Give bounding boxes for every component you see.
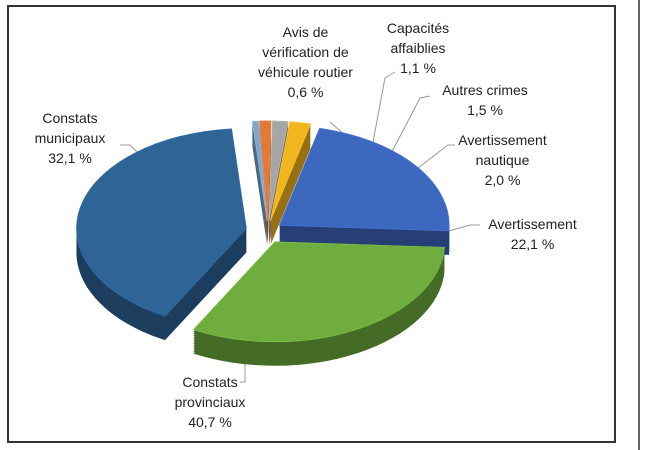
slice-value: 1,5 % <box>467 102 503 118</box>
slice-depth <box>252 124 268 225</box>
slice-depth <box>252 140 268 241</box>
slice-value: 2,0 % <box>484 172 521 188</box>
slice-depth <box>252 134 268 235</box>
slice-depth <box>252 144 268 245</box>
slice-depth <box>270 139 311 239</box>
slice-label: Constats provinciaux 40,7 % <box>160 372 260 432</box>
slice-depth <box>270 141 311 241</box>
slice-depth <box>252 138 268 239</box>
slice-depth <box>270 135 311 235</box>
slice <box>76 128 247 317</box>
slice-depth <box>252 128 268 229</box>
slice-depth <box>270 143 311 243</box>
slice-name: Avertissement nautique <box>458 132 547 168</box>
slice-depth <box>252 142 268 243</box>
slice-depth <box>252 132 268 233</box>
slice-side <box>252 122 268 245</box>
slice-label: Autres crimes 1,5 % <box>425 80 545 120</box>
slice-depth <box>270 133 311 233</box>
slice-label: Capacités affaiblies 1,1 % <box>378 18 458 78</box>
slice-depth <box>270 127 311 227</box>
slice-name: Capacités affaiblies <box>386 20 450 56</box>
slice-depth <box>270 131 311 231</box>
slice-depth <box>270 145 311 245</box>
slice-name: Constats provinciaux <box>174 374 246 410</box>
slice-label: Avertissement 22,1 % <box>470 214 595 254</box>
slice <box>268 120 289 221</box>
slice <box>278 127 450 232</box>
slice-value: 32,1 % <box>48 150 92 166</box>
slice-name: Autres crimes <box>442 82 528 98</box>
frame <box>7 5 616 443</box>
slice-depth <box>270 137 311 237</box>
slice-value: 40,7 % <box>188 414 232 430</box>
slice-depth <box>252 130 268 231</box>
slice-depth <box>252 126 268 227</box>
slice-name: Avertissement <box>488 216 577 232</box>
slice <box>251 120 268 221</box>
slice-label: Avis de vérification de véhicule routier… <box>248 22 363 102</box>
slice-depth <box>270 129 311 229</box>
slice-label: Constats municipaux 32,1 % <box>20 108 120 168</box>
slice-name: Constats municipaux <box>34 110 106 146</box>
slice <box>192 241 445 343</box>
slice-name: Avis de vérification de véhicule routier <box>258 24 353 80</box>
slice-value: 1,1 % <box>400 60 436 76</box>
slice-depth <box>252 136 268 237</box>
slice <box>270 121 312 222</box>
slice-label: Avertissement nautique 2,0 % <box>435 130 570 190</box>
slice-value: 22,1 % <box>510 236 555 252</box>
slice-value: 0,6 % <box>287 84 324 100</box>
slice <box>259 120 272 221</box>
slice-depth <box>270 125 311 225</box>
